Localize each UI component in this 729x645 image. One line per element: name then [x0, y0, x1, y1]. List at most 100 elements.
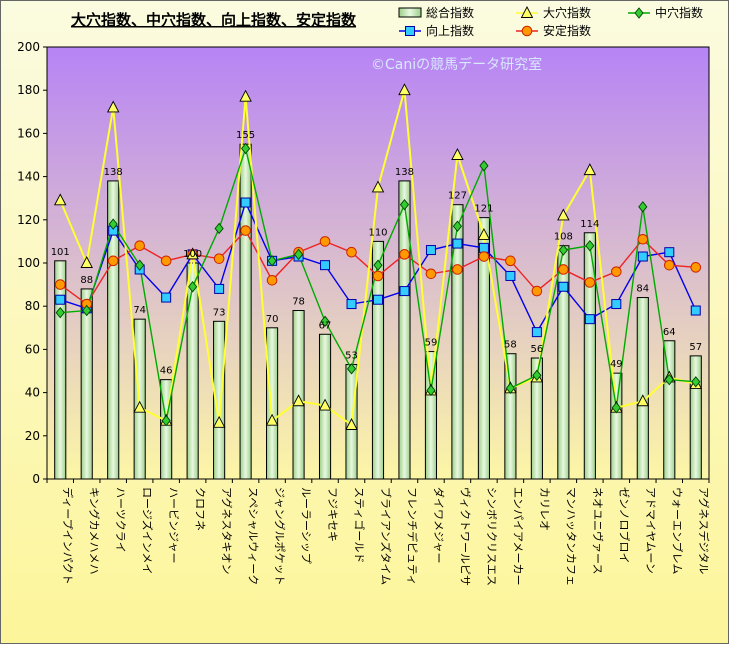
- x-category-label: スペシャルウィーク: [247, 487, 260, 585]
- marker-ooana: [186, 247, 199, 260]
- data-label-total-index: 74: [133, 305, 146, 316]
- marker-koujou: [531, 327, 542, 338]
- data-label-total-index: 138: [395, 167, 414, 178]
- legend-label: 大穴指数: [543, 5, 591, 20]
- marker-nakaana: [664, 373, 674, 386]
- marker-nakaana: [241, 142, 251, 155]
- x-category-label: ディープインパクト: [61, 487, 75, 585]
- marker-koujou: [55, 294, 66, 305]
- marker-antei: [663, 259, 675, 271]
- marker-koujou: [478, 242, 489, 253]
- marker-ooana: [106, 100, 120, 113]
- bar-total-index: [583, 232, 596, 480]
- data-label-total-index: 84: [636, 284, 649, 295]
- data-label-total-index: 108: [554, 232, 573, 243]
- marker-ooana: [133, 400, 146, 413]
- x-category-label: アグネスデジタル: [697, 487, 711, 574]
- x-category-label: ルーラーシップ: [300, 487, 313, 564]
- bar-total-index: [689, 355, 702, 480]
- x-category-label: ウォーエンブレム: [670, 487, 684, 574]
- marker-antei: [584, 277, 596, 288]
- y-tick-label: 100: [17, 256, 40, 270]
- marker-koujou: [240, 197, 251, 208]
- marker-antei: [160, 255, 172, 267]
- legend-label: 向上指数: [426, 23, 474, 38]
- marker-nakaana: [373, 259, 383, 271]
- data-label-total-index: 64: [663, 327, 676, 338]
- marker-ooana: [583, 163, 597, 176]
- data-label-total-index: 121: [474, 204, 493, 215]
- marker-ooana: [477, 227, 491, 240]
- data-label-total-index: 67: [319, 320, 332, 331]
- marker-antei: [531, 285, 543, 297]
- x-category-label: ネオユニヴァース: [591, 487, 605, 574]
- y-tick-label: 200: [17, 40, 40, 54]
- y-tick-label: 140: [17, 170, 40, 184]
- marker-nakaana: [267, 255, 277, 267]
- marker-koujou: [373, 294, 383, 305]
- marker-ooana: [212, 415, 226, 428]
- marker-nakaana: [82, 304, 92, 317]
- bar-total-index: [160, 379, 173, 480]
- marker-ooana: [371, 180, 385, 193]
- x-category-label: エンパイアメーカー: [511, 487, 524, 585]
- marker-antei: [266, 274, 278, 286]
- x-category-label: ヴィクトワールピサ: [458, 487, 472, 586]
- marker-ooana: [292, 394, 305, 407]
- x-category-label: カリレオ: [538, 487, 551, 531]
- legend-marker-antei: [521, 25, 533, 37]
- marker-nakaana: [505, 382, 515, 395]
- y-tick-label: 180: [17, 83, 40, 97]
- bar-total-index: [371, 240, 385, 480]
- marker-antei: [346, 246, 357, 258]
- x-category-label: キングカメハメハ: [88, 487, 102, 575]
- marker-antei: [558, 264, 569, 275]
- marker-nakaana: [55, 306, 65, 319]
- bar-total-index: [54, 260, 67, 480]
- data-label-total-index: 155: [236, 130, 255, 141]
- marker-nakaana: [108, 218, 118, 230]
- legend-marker-ooana: [520, 6, 534, 18]
- x-category-label: ハーツクライ: [114, 487, 127, 553]
- legend-label: 中穴指数: [655, 5, 703, 20]
- y-tick-label: 60: [25, 342, 40, 356]
- marker-koujou: [399, 286, 410, 297]
- marker-koujou: [346, 299, 357, 310]
- marker-ooana: [451, 148, 464, 160]
- marker-antei: [425, 268, 437, 280]
- marker-koujou: [505, 270, 516, 281]
- bar-total-index: [107, 180, 120, 480]
- watermark-text: ©Caniの競馬データ研究室: [371, 56, 542, 73]
- legend-label: 総合指数: [426, 5, 474, 20]
- marker-ooana: [636, 394, 650, 407]
- marker-antei: [372, 270, 384, 282]
- bar-total-index: [504, 353, 517, 480]
- marker-antei: [319, 236, 331, 247]
- x-category-label: ブライアンズタイム: [379, 487, 393, 585]
- legend-label: 安定指数: [543, 23, 591, 38]
- y-tick-label: 120: [17, 213, 40, 227]
- data-label-total-index: 49: [610, 359, 623, 370]
- x-category-label: クロフネ: [194, 487, 207, 531]
- marker-nakaana: [585, 239, 595, 252]
- marker-koujou: [690, 305, 701, 316]
- marker-nakaana: [638, 201, 648, 213]
- marker-koujou: [425, 245, 436, 256]
- marker-koujou: [664, 247, 675, 258]
- y-tick-label: 160: [17, 126, 40, 140]
- marker-ooana: [265, 413, 279, 426]
- marker-antei: [478, 251, 490, 262]
- marker-nakaana: [558, 244, 568, 256]
- marker-antei: [690, 262, 702, 273]
- data-label-total-index: 101: [51, 247, 70, 258]
- data-label-total-index: 100: [183, 249, 202, 260]
- marker-ooana: [318, 398, 332, 411]
- bar-total-index: [424, 351, 438, 480]
- data-label-total-index: 56: [531, 344, 544, 355]
- data-label-total-index: 127: [448, 191, 467, 202]
- marker-nakaana: [161, 414, 171, 427]
- chart-title: 大穴指数、中穴指数、向上指数、安定指数: [71, 11, 357, 29]
- y-tick-label: 20: [25, 429, 40, 443]
